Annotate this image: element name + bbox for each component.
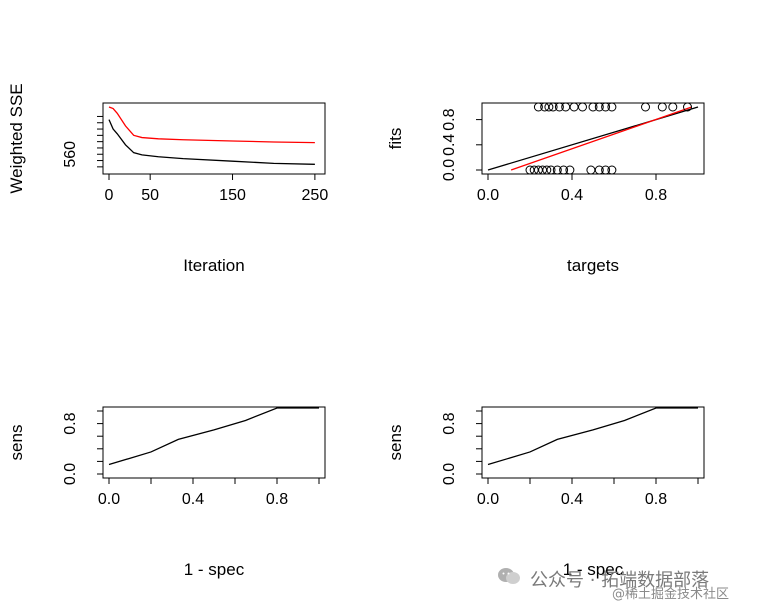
sse-x-tick-label: 250 [302, 187, 329, 204]
sse-y-tick-label: 560 [62, 141, 79, 168]
fits-x-tick-label: 0.8 [645, 187, 667, 204]
fits-point-bottom [552, 165, 562, 175]
fits-fit-red-line [510, 106, 692, 171]
roc2-series-roc [487, 407, 698, 466]
watermark-subtext: @稀土掘金技术社区 [612, 587, 730, 602]
fits-point-bottom [601, 165, 611, 175]
fits-point-top [601, 102, 611, 112]
roc1-x-tick-label: 0.0 [98, 491, 120, 508]
fits-point-top [641, 102, 650, 112]
roc2-x-tick-label: 0.4 [561, 491, 583, 508]
fits-point-top [578, 102, 587, 112]
sse-x-axis-label: Iteration [183, 256, 244, 275]
fits-point-top [533, 102, 543, 112]
roc1-y-tick-label: 0.0 [62, 463, 79, 485]
roc1-plot-frame [102, 406, 326, 479]
roc2-plot-frame [481, 406, 705, 479]
roc1-y-axis-label: sens [7, 425, 26, 461]
fits-x-tick-label: 0.0 [477, 187, 499, 204]
sse-x-tick-label: 150 [219, 187, 246, 204]
fits-point-top [548, 102, 558, 112]
fits-point-bottom [559, 165, 569, 175]
roc2-y-axis-label: sens [386, 425, 405, 461]
sse-series-black [108, 119, 315, 165]
wechat-icon [498, 568, 520, 584]
roc2-x-tick-label: 0.8 [645, 491, 667, 508]
roc2-x-axis-label: 1 - spec [563, 560, 624, 579]
sse-plot-frame [102, 102, 326, 175]
fits-point-bottom [565, 165, 575, 175]
fits-point-top [544, 102, 554, 112]
fits-y-tick-label: 0.0 [441, 159, 458, 181]
roc2-y-tick-label: 0.8 [441, 412, 458, 434]
fits-point-bottom [594, 165, 604, 175]
fits-point-top [588, 102, 598, 112]
roc1-x-axis-label: 1 - spec [184, 560, 245, 579]
sse-y-axis-label: Weighted SSE [7, 83, 26, 193]
fits-point-top [683, 102, 692, 112]
fits-point-bottom [607, 165, 617, 175]
fits-point-top [607, 102, 617, 112]
fits-point-bottom [542, 165, 552, 175]
roc2-x-tick-label: 0.0 [477, 491, 499, 508]
roc1-x-tick-label: 0.8 [266, 491, 288, 508]
fits-y-tick-label: 0.4 [441, 134, 458, 156]
fits-x-tick-label: 0.4 [561, 187, 583, 204]
fits-y-tick-label: 0.8 [441, 108, 458, 130]
sse-x-tick-label: 50 [141, 187, 159, 204]
watermark-text: 公众号 · 拓端数据部落 [530, 570, 710, 591]
sse-x-tick-label: 0 [105, 187, 114, 204]
roc1-y-tick-label: 0.8 [62, 412, 79, 434]
fits-x-axis-label: targets [567, 256, 619, 275]
fits-point-bottom [546, 165, 556, 175]
roc1-series-roc [108, 407, 319, 466]
fits-point-top [668, 102, 678, 112]
fits-y-axis-label: fits [386, 128, 405, 150]
roc1-x-tick-label: 0.4 [182, 491, 204, 508]
fits-point-bottom [586, 165, 596, 175]
fits-point-top [657, 102, 667, 112]
sse-series-red [108, 106, 315, 144]
fits-point-top [569, 102, 579, 112]
fits-point-top [594, 102, 604, 112]
fits-point-top [554, 102, 564, 112]
roc2-y-tick-label: 0.0 [441, 463, 458, 485]
